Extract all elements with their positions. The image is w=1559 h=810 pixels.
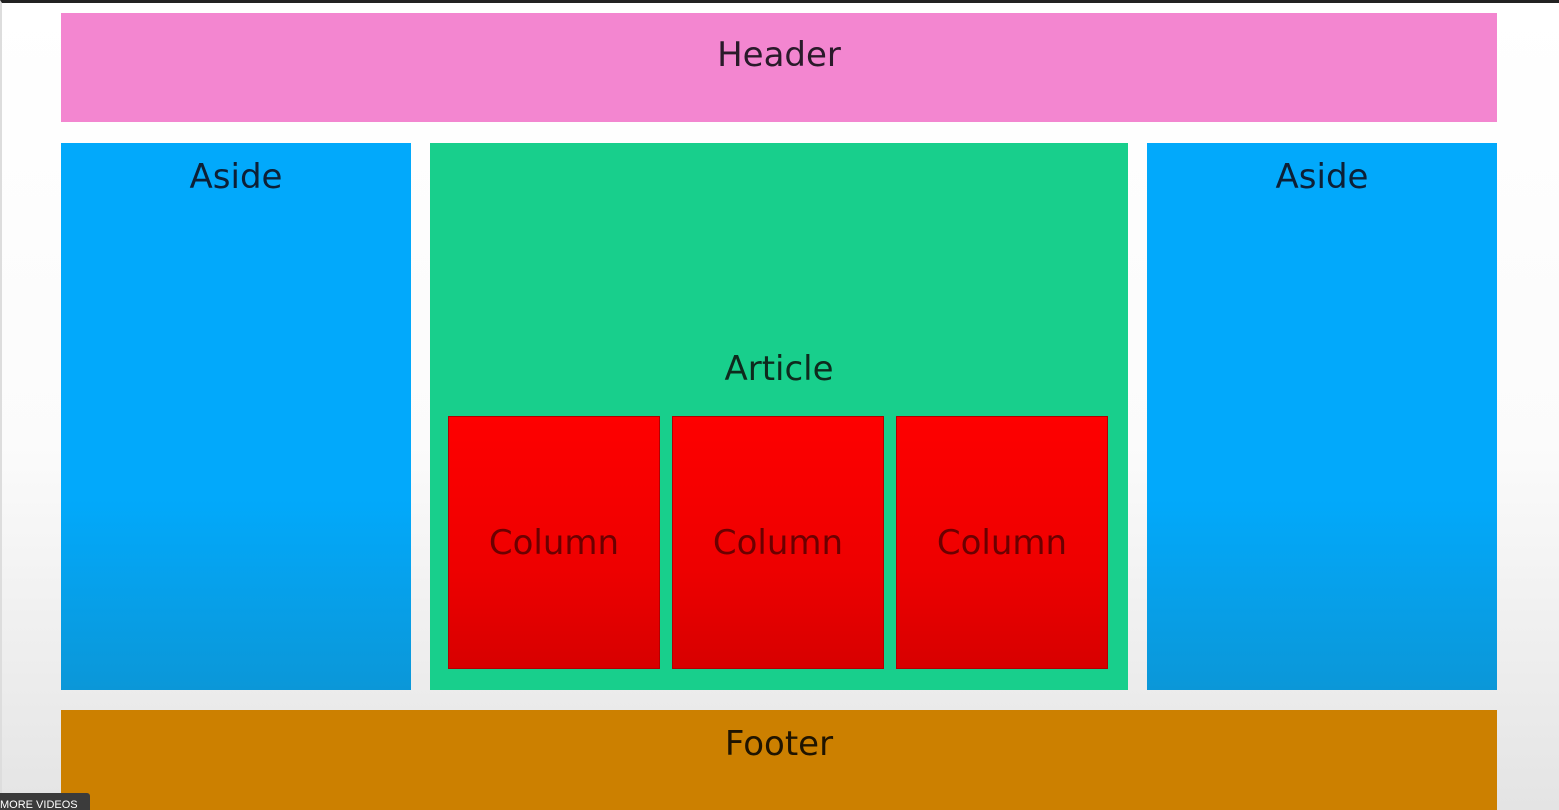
article-box: Article Column Column Column [430, 143, 1128, 690]
article-label: Article [724, 349, 834, 389]
header-box: Header [61, 13, 1497, 122]
aside-right-label: Aside [1275, 157, 1369, 197]
column-box-2: Column [672, 416, 884, 669]
column-box-3: Column [896, 416, 1108, 669]
header-label: Header [717, 35, 841, 75]
aside-left-box: Aside [61, 143, 411, 690]
aside-right-box: Aside [1147, 143, 1497, 690]
column-label-2: Column [712, 522, 844, 563]
aside-left-label: Aside [189, 157, 283, 197]
footer-label: Footer [724, 724, 834, 764]
column-label-3: Column [936, 522, 1068, 563]
column-label-1: Column [488, 522, 620, 563]
column-box-1: Column [448, 416, 660, 669]
more-videos-button[interactable]: MORE VIDEOS [0, 793, 90, 810]
footer-box: Footer [61, 710, 1497, 810]
